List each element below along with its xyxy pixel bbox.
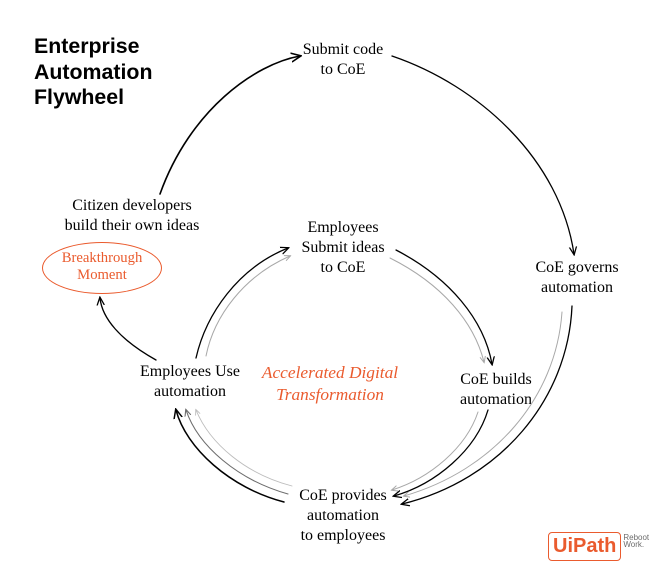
arc-arc-empuse-to-citizen xyxy=(100,298,156,360)
logo-path-text: Path xyxy=(573,535,616,557)
node-coe-governs: CoE governsautomation xyxy=(512,258,642,298)
node-emp-submit: EmployeesSubmit ideasto CoE xyxy=(268,218,418,278)
arc-arc-provides-to-empuse-c xyxy=(196,410,292,486)
logo-ui-text: Ui xyxy=(553,535,573,557)
logo-tagline: RebootWork. xyxy=(623,534,649,548)
node-submit-code: Submit codeto CoE xyxy=(268,40,418,80)
arc-arc-builds-to-provides-a xyxy=(394,410,488,496)
breakthrough-badge: BreakthroughMoment xyxy=(42,242,162,294)
center-label: Accelerated DigitalTransformation xyxy=(235,362,425,405)
arc-arc-submit-to-governs xyxy=(392,56,574,254)
node-citizen-dev: Citizen developersbuild their own ideas xyxy=(42,196,222,236)
breakthrough-label: BreakthroughMoment xyxy=(42,250,162,284)
arc-arc-builds-to-provides-b xyxy=(392,412,478,490)
node-coe-builds: CoE buildsautomation xyxy=(436,370,556,410)
diagram-title: EnterpriseAutomationFlywheel xyxy=(34,34,152,111)
node-coe-provides: CoE providesautomationto employees xyxy=(268,486,418,546)
arc-arc-provides-to-empuse-b xyxy=(186,410,288,494)
node-emp-use: Employees Useautomation xyxy=(120,362,260,402)
uipath-logo: UiPath RebootWork. xyxy=(548,532,649,561)
